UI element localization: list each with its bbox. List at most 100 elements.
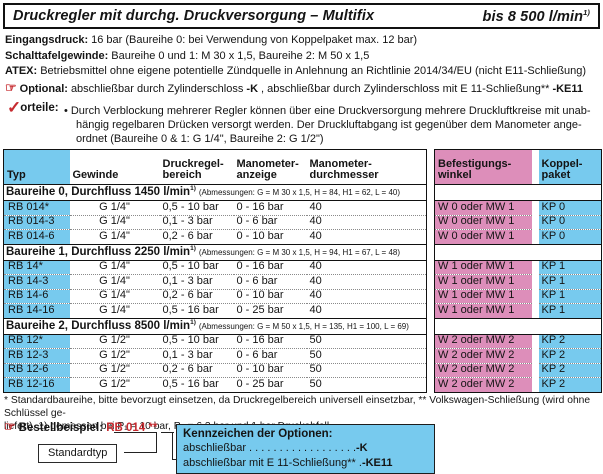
option-name: abschließbar [183,442,246,455]
cell-koppelpaket: KP 0 [538,229,602,244]
cell-druckregelbereich: 0,2 - 6 bar [159,288,234,304]
spec-line: ATEX: Betriebsmittel ohne eigene potentie… [5,64,599,80]
table-row: W 1 oder MW 1 KP 1 [434,288,602,304]
table-row: RB 014* G 1/4" 0,5 - 10 bar 0 - 16 bar 40 [3,200,427,215]
cell-typ: RB 14-3 [3,274,70,289]
cell-spacer [532,201,539,216]
cell-spacer [532,363,539,378]
footnote-line: * Standardbaureihe, bitte bevorzugt eins… [4,395,591,419]
spec-text: abschließbar durch Zylinderschloss [70,82,247,95]
flow-rating: bis 8 500 l/min1) [482,7,590,25]
footnote: * Standardbaureihe, bitte bevorzugt eins… [4,394,600,433]
section-row: Baureihe 1, Durchfluss 2250 l/min1) (Abme… [3,243,427,261]
table-row: RB 14-16 G 1/4" 0,5 - 16 bar 0 - 25 bar 40 [3,303,427,318]
cell-gewinde: G 1/4" [69,274,160,289]
cell-gewinde: G 1/2" [69,348,160,363]
connector-line [172,459,177,461]
table-row: RB 014-6 G 1/4" 0,2 - 6 bar 0 - 10 bar 40 [3,229,427,244]
cell-spacer [532,215,539,230]
cell-gewinde: G 1/4" [99,200,130,213]
advantages-line: • Durch Verblockung mehrerer Regler könne… [64,104,598,118]
cell-befestigungswinkel: W 1 oder MW 1 [434,274,532,289]
advantages-line-text: Durch Verblockung mehrerer Regler können… [70,105,591,117]
table-row: RB 12-6 G 1/2" 0,2 - 6 bar 0 - 10 bar 50 [3,362,427,378]
cell-spacer [532,378,539,393]
cell-druckregelbereich: 0,1 - 3 bar [159,214,234,230]
table-header-cell: Manometer-durchmesser [306,149,427,185]
table-row: W 1 oder MW 1 KP 1 [434,274,602,289]
option-dots: . . . . . . . . . . . . . . . . . . [245,442,357,455]
table-header-cell: Typ [3,149,70,185]
section-row: Baureihe 2, Durchfluss 8500 l/min1) (Abme… [3,317,427,335]
footnote-marker: 1) [583,7,590,17]
table-row: W 0 oder MW 1 KP 0 [434,214,602,230]
cell-manometerdurchmesser: 40 [306,303,427,318]
table-header-cell: Befestigungs-winkel [434,149,532,185]
cell-typ: RB 12-3 [3,348,70,363]
cell-druckregelbereich: 0,2 - 6 bar [159,229,234,244]
cell-befestigungswinkel: W 1 oder MW 1 [434,288,532,304]
cell-druckregelbereich: 0,2 - 6 bar [159,362,234,378]
cell-koppelpaket: KP 2 [538,377,602,392]
cell-typ: RB 14-16 [3,303,70,318]
cell-druckregelbereich: 0,5 - 16 bar [159,303,234,318]
spec-text: Betriebsmittel ohne eigene potentielle Z… [40,65,587,77]
spec-label: Eingangsdruck: [5,34,89,46]
cell-manometeranzeige: 0 - 6 bar [233,274,307,289]
section-spacer-row [434,243,602,261]
cell-befestigungswinkel: W 2 oder MW 2 [434,334,532,349]
cell-manometerdurchmesser: 40 [309,260,322,273]
page-title-bar: Druckregler mit durchg. Druckversorgung … [3,3,600,29]
section-cell: Baureihe 1, Durchfluss 2250 l/min1) (Abme… [3,243,427,261]
table-row: W 2 oder MW 2 KP 2 [434,362,602,378]
section-spacer-row [434,317,602,335]
connector-line [161,432,174,434]
section-dimensions: (Abmessungen: G = M 50 x 1,5, H = 135, H… [198,321,409,331]
footnote-marker: 1) [190,185,196,193]
page-title: Druckregler mit durchg. Druckversorgung … [13,8,375,24]
cell-gewinde: G 1/2" [69,377,160,392]
cell-befestigungswinkel: W 1 oder MW 1 [434,303,532,318]
cell-koppelpaket: KP 2 [538,362,602,378]
order-example: ☞ Bestellbeispiel: RB 014 ** [4,419,157,435]
table-row: RB 14-6 G 1/4" 0,2 - 6 bar 0 - 10 bar 40 [3,288,427,304]
cell-gewinde: G 1/4" [69,214,160,230]
option-row: abschließbar mit E 11-Schließung** .-KE1… [183,456,429,470]
standard-type-box: Standardtyp [38,444,118,463]
section-dimensions: (Abmessungen: G = M 30 x 1,5, H = 84, H1… [198,188,401,198]
section-spacer-cell [434,184,602,201]
cell-druckregelbereich: 0,5 - 10 bar [162,334,219,347]
connector-line [156,432,158,452]
cell-manometeranzeige: 0 - 16 bar [236,334,284,347]
cell-gewinde: G 1/4" [69,229,160,244]
pointing-hand-icon: ☞ [4,419,16,434]
cell-manometeranzeige: 0 - 10 bar [233,362,307,378]
cell-manometerdurchmesser: 40 [306,229,427,244]
table-row: RB 014-3 G 1/4" 0,1 - 3 bar 0 - 6 bar 40 [3,214,427,230]
option-code: -KE11 [361,456,393,469]
cell-manometeranzeige: 0 - 25 bar [233,377,307,392]
cell-manometeranzeige: 0 - 16 bar [236,260,284,273]
cell-typ: RB 12-16 [3,377,70,392]
cell-spacer [532,304,539,319]
spec-text: -K [246,82,259,95]
cell-manometeranzeige: 0 - 25 bar [233,303,307,318]
spec-label: Optional: [19,82,68,95]
spec-text: -KE11 [552,82,584,95]
footnote-line: liefert). 1) gemessen bei P₁ = 10 bar, P… [4,421,330,432]
cell-manometerdurchmesser: 40 [306,274,427,289]
cell-manometerdurchmesser: 50 [306,348,427,363]
cell-spacer [532,349,539,364]
cell-typ: RB 014-6 [3,229,70,244]
order-example-label: Bestellbeispiel: [18,422,104,434]
footnote-marker: 1) [190,244,196,252]
cell-typ: RB 12-6 [3,362,70,378]
table-row: RB 12-16 G 1/2" 0,5 - 16 bar 0 - 25 bar 50 [3,377,427,392]
order-example-code: RB 014 [106,422,146,434]
option-code: -K [356,442,368,455]
section-spacer-row [434,184,602,201]
table-row: W 0 oder MW 1 KP 0 [434,229,602,245]
cell-spacer [532,230,539,245]
cell-druckregelbereich: 0,5 - 10 bar [162,260,219,273]
